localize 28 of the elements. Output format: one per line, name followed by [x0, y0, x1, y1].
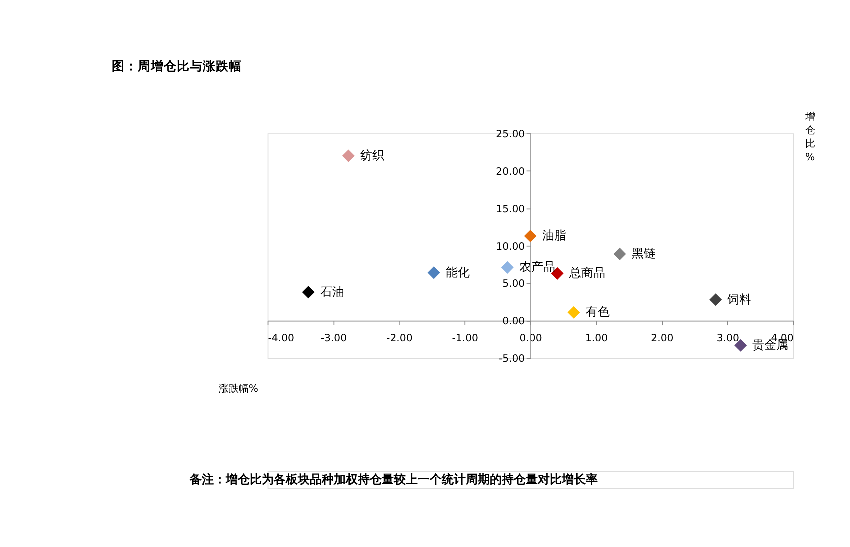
data-label: 农产品: [519, 260, 556, 274]
data-label: 能化: [446, 265, 470, 280]
y-tick-label: 20.00: [496, 166, 526, 178]
x-tick-label: -2.00: [386, 334, 413, 345]
x-axis-title: 涨跌幅%: [218, 383, 259, 396]
y-tick-label: 5.00: [502, 279, 526, 290]
x-tick-label: 0.00: [520, 334, 542, 345]
data-label: 饲料: [726, 292, 752, 306]
data-label: 油脂: [542, 228, 566, 243]
chart-title: 图：周增仓比与涨跌幅: [112, 58, 242, 74]
x-tick-label: 3.00: [716, 334, 740, 345]
data-label: 有色: [586, 305, 610, 320]
data-label: 纺织: [360, 148, 384, 162]
x-tick-label: -3.00: [320, 334, 348, 345]
text: 备注：增仓比为各板块品种加权持仓量较上一个统计周期的持仓量对比增长率: [189, 472, 598, 486]
y-axis-title: 增仓比%: [804, 111, 816, 164]
y-tick-label: 0.00: [502, 316, 526, 328]
y-tick-label: 25.00: [496, 129, 526, 140]
y-tick-label: -5.00: [498, 354, 526, 366]
data-label: 石油: [320, 284, 344, 299]
y-tick-label: 10.00: [496, 242, 526, 253]
x-tick-label: 2.00: [651, 334, 674, 345]
data-label: 总商品: [568, 266, 606, 280]
x-tick-label: 1.00: [585, 334, 608, 345]
x-tick-label: -1.00: [452, 334, 478, 345]
x-tick-label: -4.00: [268, 334, 294, 345]
y-tick-label: 15.00: [496, 204, 526, 216]
data-label: 黑链: [632, 246, 656, 261]
